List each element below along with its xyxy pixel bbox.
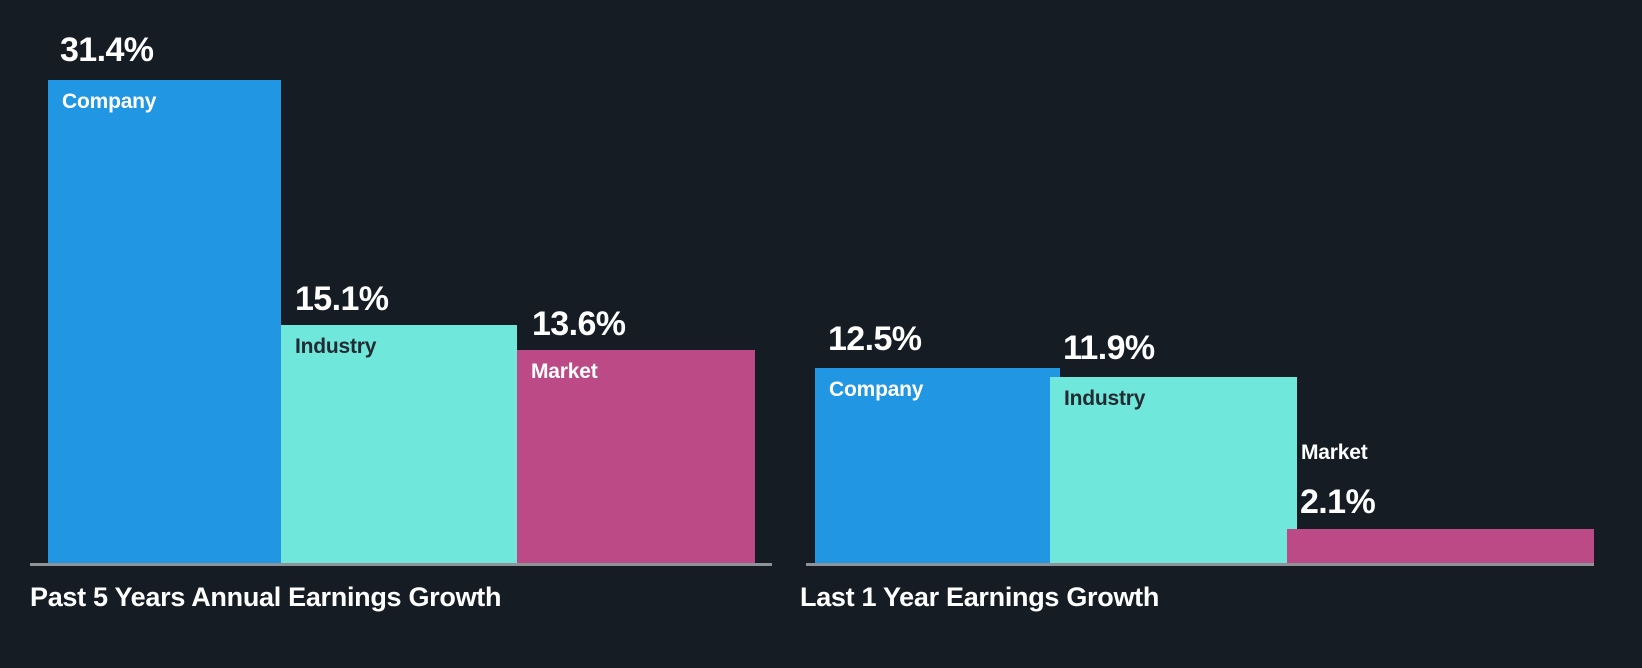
bar-series-label-industry: Industry xyxy=(295,335,377,358)
value-label-market: 13.6% xyxy=(532,305,626,343)
x-axis-line xyxy=(806,563,1594,566)
value-label-industry: 11.9% xyxy=(1063,329,1155,367)
bar-company[interactable]: Company xyxy=(815,368,1060,563)
bar-series-label-company: Company xyxy=(829,378,924,401)
bar-industry[interactable]: Industry xyxy=(1050,377,1297,563)
chart-title-past-5-years: Past 5 Years Annual Earnings Growth xyxy=(30,582,502,612)
bar-company[interactable]: Company xyxy=(48,80,281,563)
bar-market[interactable] xyxy=(1287,529,1594,563)
x-axis-line xyxy=(30,563,772,566)
value-label-company: 31.4% xyxy=(60,31,154,69)
chart-title-last-1-year: Last 1 Year Earnings Growth xyxy=(800,582,1160,612)
bar-industry[interactable]: Industry xyxy=(281,325,517,563)
value-label-market: 2.1% xyxy=(1300,483,1376,521)
bar-series-label-company: Company xyxy=(62,90,157,113)
chart-panel-last-1-year: 12.5% Company 11.9% Industry Market 2.1%… xyxy=(800,0,1642,668)
bar-series-label-market: Market xyxy=(531,360,598,383)
bar-series-label-market: Market xyxy=(1301,441,1368,464)
value-label-industry: 15.1% xyxy=(295,280,389,318)
chart-panel-past-5-years: 31.4% Company 15.1% Industry 13.6% Marke… xyxy=(0,0,806,668)
bar-series-label-industry: Industry xyxy=(1064,387,1146,410)
value-label-company: 12.5% xyxy=(828,320,922,358)
bar-market[interactable]: Market xyxy=(517,350,755,563)
